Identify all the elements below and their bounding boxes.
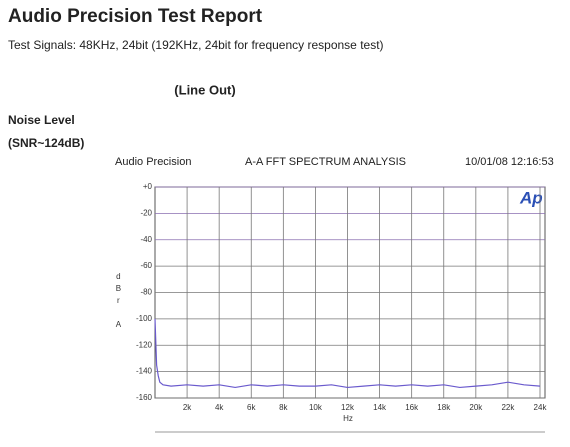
y-tick-label: +0 bbox=[143, 182, 153, 191]
y-tick-label: -60 bbox=[140, 261, 152, 270]
y-tick-label: -120 bbox=[136, 340, 153, 349]
x-tick-label: 10k bbox=[309, 403, 323, 412]
heading: Noise Level bbox=[8, 113, 75, 127]
y-tick-label: -140 bbox=[136, 367, 153, 376]
x-tick-label: 18k bbox=[437, 403, 451, 412]
chart-timestamp: 10/01/08 12:16:53 bbox=[465, 156, 554, 168]
y-tick-label: -20 bbox=[140, 208, 152, 217]
noise-trace bbox=[154, 318, 541, 389]
subtitle: Test Signals: 48KHz, 24bit (192KHz, 24bi… bbox=[8, 38, 384, 52]
x-tick-label: 16k bbox=[405, 403, 419, 412]
y-tick-label: -100 bbox=[136, 314, 153, 323]
y-tick-label: -160 bbox=[136, 393, 153, 402]
x-tick-label: 12k bbox=[341, 403, 355, 412]
x-tick-label: 8k bbox=[279, 403, 288, 412]
title: Audio Precision Test Report bbox=[8, 6, 263, 27]
chart-title: A-A FFT SPECTRUM ANALYSIS bbox=[245, 156, 406, 168]
x-tick-label: 14k bbox=[373, 403, 387, 412]
section-label: (Line Out) bbox=[174, 82, 235, 97]
snr: (SNR~124dB) bbox=[8, 136, 84, 150]
x-tick-label: 4k bbox=[215, 403, 224, 412]
x-tick-label: 24k bbox=[534, 403, 548, 412]
x-tick-label: 22k bbox=[501, 403, 515, 412]
x-tick-label: 2k bbox=[183, 403, 192, 412]
chart-source: Audio Precision bbox=[115, 156, 191, 168]
logo: Ap bbox=[519, 188, 543, 207]
y-axis-label: dBr A bbox=[114, 272, 123, 332]
x-tick-label: 6k bbox=[247, 403, 256, 412]
x-axis-label: Hz bbox=[343, 414, 353, 423]
y-tick-label: -80 bbox=[140, 288, 152, 297]
y-tick-label: -40 bbox=[140, 235, 152, 244]
x-tick-label: 20k bbox=[469, 403, 483, 412]
